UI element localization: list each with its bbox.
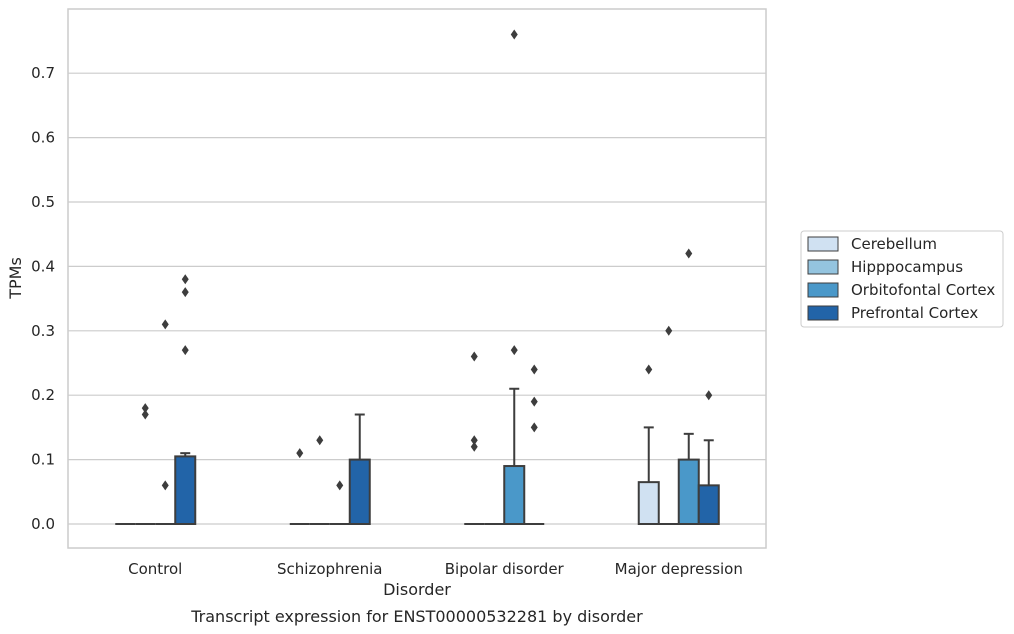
outlier-point xyxy=(645,364,653,375)
box-cerebellum xyxy=(637,364,660,526)
y-axis-ticks: 0.0 0.1 0.2 0.3 0.4 0.5 0.6 0.7 xyxy=(31,64,55,533)
outlier-point xyxy=(530,364,538,375)
box-prefrontal-cortex xyxy=(697,390,720,525)
box-orbitofontal-cortex xyxy=(155,319,176,525)
outlier-point xyxy=(705,390,713,401)
box-prefrontal-cortex xyxy=(524,364,545,525)
box-orbitofontal-cortex xyxy=(503,29,526,526)
plot-frame xyxy=(67,8,767,549)
y-tick-label: 0.7 xyxy=(31,64,55,82)
box-cerebellum xyxy=(464,351,485,525)
box-orbitofontal-cortex xyxy=(677,248,700,526)
outlier-point xyxy=(470,351,478,362)
outlier-point xyxy=(181,287,189,298)
box-cerebellum xyxy=(289,448,310,525)
box-orbitofontal-cortex xyxy=(329,480,350,525)
legend-swatch xyxy=(807,259,839,275)
y-tick-label: 0.5 xyxy=(31,193,55,211)
x-tick-label: Major depression xyxy=(615,560,743,578)
outlier-point xyxy=(510,345,518,356)
y-tick-label: 0.2 xyxy=(31,386,55,404)
y-tick-label: 0.6 xyxy=(31,129,55,147)
outlier-point xyxy=(470,441,478,452)
outlier-point xyxy=(161,319,169,330)
box-hipppocampus xyxy=(309,435,330,525)
box-prefrontal-cortex xyxy=(174,274,197,526)
y-axis-label: TPMs xyxy=(6,257,25,300)
legend-label: Orbitofontal Cortex xyxy=(851,281,995,299)
box-hipppocampus xyxy=(135,403,156,525)
box-body xyxy=(677,458,700,526)
box-prefrontal-cortex xyxy=(348,413,371,526)
x-tick-label: Control xyxy=(128,560,182,578)
box-body xyxy=(697,484,720,525)
legend-swatch xyxy=(807,305,839,321)
legend-label: Prefrontal Cortex xyxy=(851,304,978,322)
legend: Cerebellum Hipppocampus Orbitofontal Corte… xyxy=(800,230,1004,328)
box-body xyxy=(174,455,197,526)
legend-frame xyxy=(800,230,1004,328)
y-tick-label: 0.0 xyxy=(31,515,55,533)
outlier-point xyxy=(181,274,189,285)
box-body xyxy=(503,465,526,526)
legend-label: Hipppocampus xyxy=(851,258,963,276)
box-hipppocampus xyxy=(658,325,679,525)
box-body xyxy=(637,481,660,526)
outlier-point xyxy=(470,435,478,446)
chart-caption: Transcript expression for ENST0000053228… xyxy=(190,607,643,626)
x-axis-ticks: Control Schizophrenia Bipolar disorder Majo… xyxy=(128,560,743,578)
x-tick-label: Schizophrenia xyxy=(277,560,382,578)
outlier-point xyxy=(141,409,149,420)
legend-swatch xyxy=(807,282,839,298)
y-tick-label: 0.3 xyxy=(31,322,55,340)
outlier-point xyxy=(685,248,693,259)
outlier-point xyxy=(530,396,538,407)
outlier-point xyxy=(336,480,344,491)
outlier-point xyxy=(181,345,189,356)
outlier-point xyxy=(161,480,169,491)
box-body xyxy=(348,458,371,526)
plot-marks xyxy=(115,29,720,526)
legend-label: Cerebellum xyxy=(851,235,937,253)
x-tick-label: Bipolar disorder xyxy=(445,560,565,578)
y-tick-label: 0.1 xyxy=(31,451,55,469)
outlier-point xyxy=(141,403,149,414)
outlier-point xyxy=(510,29,518,40)
legend-swatch xyxy=(807,236,839,252)
outlier-point xyxy=(296,448,304,459)
grid-lines xyxy=(68,72,766,525)
outlier-point xyxy=(530,422,538,433)
y-tick-label: 0.4 xyxy=(31,257,55,275)
outlier-point xyxy=(316,435,324,446)
outlier-point xyxy=(665,325,673,336)
x-axis-label: Disorder xyxy=(383,580,451,599)
